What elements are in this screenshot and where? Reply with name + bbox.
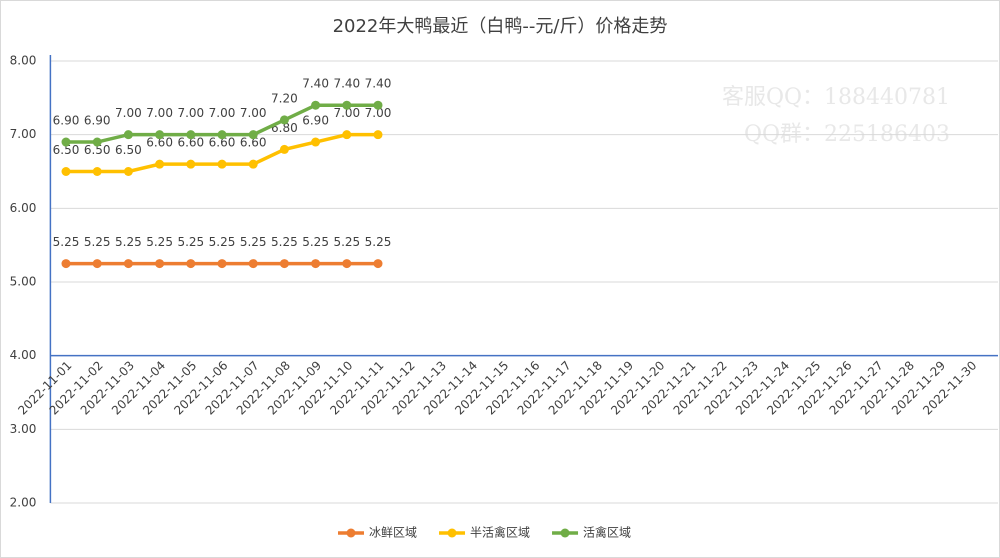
data-label: 6.90 [302,114,329,128]
data-point [61,167,71,176]
chart-title: 2022年大鸭最近（白鸭--元/斤）价格走势 [333,16,668,37]
data-point [92,137,102,147]
data-point [123,259,133,269]
watermark: 客服QQ：188440781 [722,85,950,110]
data-label: 5.25 [146,235,173,249]
data-label: 7.00 [146,106,173,120]
data-label: 5.25 [333,235,360,249]
y-tick-label: 3.00 [10,422,37,436]
data-label: 6.90 [53,114,80,128]
data-point [373,100,383,110]
data-label: 5.25 [240,235,267,249]
data-point [248,159,258,169]
data-label: 7.00 [365,106,392,120]
legend-marker [560,528,570,538]
data-point [279,259,289,269]
data-label: 7.40 [365,77,392,91]
data-label: 6.50 [53,143,80,157]
y-tick-label: 4.00 [10,348,37,362]
data-point [155,130,165,140]
legend-label: 活禽区域 [583,525,631,540]
data-point [123,130,133,140]
data-point [217,259,227,269]
data-label: 6.90 [84,114,111,128]
data-point [342,259,352,269]
data-point [61,259,71,269]
data-label: 7.00 [333,106,360,120]
data-label: 5.25 [271,235,298,249]
data-point [186,159,196,169]
y-tick-label: 6.00 [10,201,37,215]
data-label: 7.00 [209,106,236,120]
data-label: 5.25 [84,235,111,249]
data-label: 5.25 [53,235,80,249]
data-point [311,100,321,110]
data-point [92,259,102,269]
data-point [123,167,133,176]
data-point [217,130,227,140]
data-label: 6.60 [177,136,204,150]
data-label: 7.40 [333,77,360,91]
data-label: 6.50 [115,143,142,157]
data-point [186,130,196,140]
data-label: 6.50 [84,143,111,157]
data-point [186,259,196,269]
y-tick-label: 5.00 [10,275,37,289]
data-label: 6.60 [209,136,236,150]
data-point [248,130,258,140]
data-point [311,259,321,269]
data-label: 5.25 [209,235,236,249]
data-point [373,259,383,269]
data-point [373,130,383,140]
data-point [342,100,352,110]
legend-label: 半活禽区域 [470,525,530,540]
legend-label: 冰鲜区域 [369,526,417,540]
data-label: 5.25 [177,235,204,249]
data-label: 6.60 [240,136,267,150]
legend-marker [447,528,457,538]
data-point [92,167,102,176]
data-point [61,137,71,147]
data-label: 5.25 [302,235,329,249]
data-point [342,130,352,140]
data-label: 7.00 [177,106,204,120]
data-point [217,159,227,169]
data-label: 6.60 [146,136,173,150]
data-label: 7.00 [115,106,142,120]
legend-marker [346,528,356,538]
data-point [248,259,258,269]
y-tick-label: 2.00 [10,496,37,510]
data-point [155,159,165,169]
data-label: 5.25 [115,235,142,249]
data-label: 7.40 [302,77,329,91]
data-label: 7.00 [240,106,267,120]
data-label: 5.25 [365,235,392,249]
data-point [279,115,289,125]
data-point [155,259,165,269]
data-point [311,137,321,147]
y-tick-label: 8.00 [10,54,37,68]
data-label: 7.20 [271,91,298,105]
y-tick-label: 7.00 [10,127,37,141]
data-point [279,144,289,154]
